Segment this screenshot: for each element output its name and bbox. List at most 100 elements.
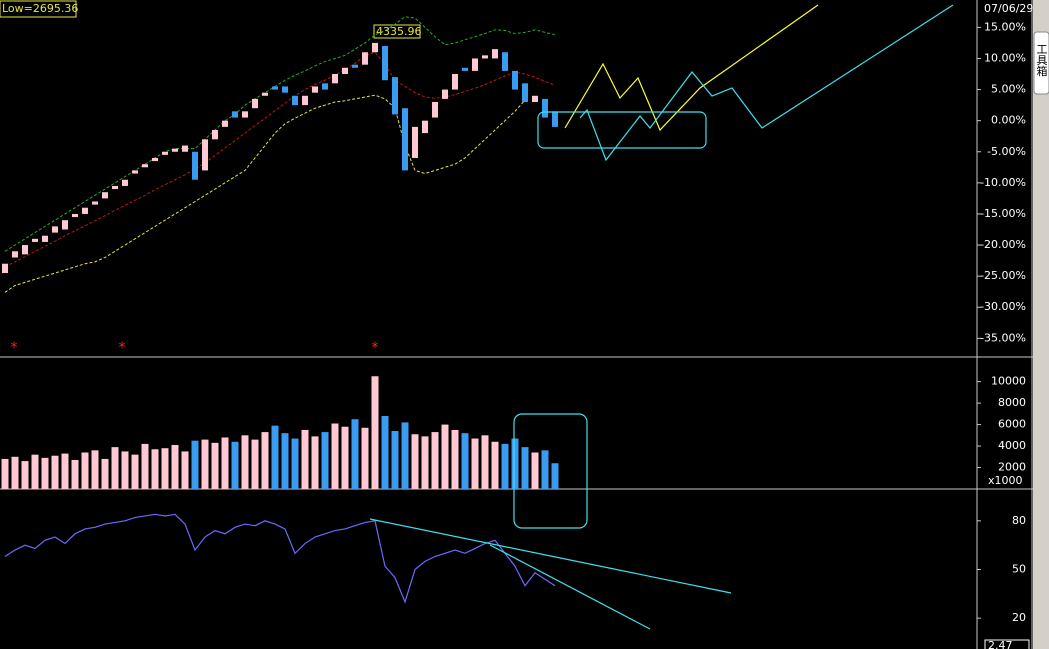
candle — [72, 213, 78, 218]
volume-bar — [61, 453, 69, 489]
toolbox-label[interactable]: 工具箱 — [1035, 44, 1048, 78]
volume-bar — [271, 425, 279, 489]
volume-bar — [461, 433, 469, 489]
candle — [172, 148, 178, 152]
candle — [332, 74, 338, 84]
volume-highlight — [513, 413, 588, 529]
y-tick-label: -25.00% — [980, 269, 1026, 282]
toolbar-strip — [1033, 0, 1049, 649]
band-line — [4, 51, 556, 268]
yellow-projection — [564, 4, 819, 132]
candle — [52, 226, 58, 233]
unit-label: x1000 — [988, 474, 1023, 487]
volume-bar — [101, 458, 109, 489]
high-label: 4335.96 — [376, 25, 422, 38]
candle — [392, 77, 398, 115]
band-line — [4, 94, 526, 293]
signal-marker: * — [372, 340, 379, 356]
candle — [162, 151, 168, 155]
volume-bar — [261, 432, 269, 489]
candle — [352, 64, 358, 68]
candle — [312, 86, 318, 93]
current-value: 2.47 — [988, 639, 1013, 649]
volume-bar — [511, 438, 519, 489]
candle — [472, 58, 478, 71]
candle — [372, 42, 378, 53]
volume-bar — [41, 457, 49, 489]
candle — [402, 108, 408, 171]
candle — [532, 95, 538, 102]
candle — [92, 201, 98, 205]
candle — [122, 179, 128, 186]
candle — [152, 157, 158, 162]
candle — [282, 86, 288, 93]
candle — [222, 120, 228, 127]
volume-bar — [541, 450, 549, 489]
volume-bar — [91, 450, 99, 489]
signal-marker: * — [119, 340, 126, 356]
volume-bar — [291, 438, 299, 489]
y-tick-label: -15.00% — [980, 207, 1026, 220]
volume-bar — [31, 454, 39, 489]
candle — [142, 164, 148, 168]
y-tick-label: 8000 — [998, 396, 1026, 409]
trend-line — [489, 544, 651, 630]
volume-bar — [121, 451, 129, 489]
volume-bar — [501, 443, 509, 489]
band-line — [4, 16, 556, 252]
candle — [42, 235, 48, 242]
volume-bar — [391, 431, 399, 489]
candle — [522, 83, 528, 102]
y-tick-label: 4000 — [998, 439, 1026, 452]
volume-bar — [221, 437, 229, 489]
volume-bar — [171, 444, 179, 489]
y-tick-label: -20.00% — [980, 238, 1026, 251]
candle — [132, 170, 138, 174]
y-tick-label: 2000 — [998, 461, 1026, 474]
candle — [432, 102, 438, 118]
y-tick-label: 10000 — [991, 375, 1026, 388]
volume-bar — [231, 441, 239, 489]
low-label: Low=2695.36 — [2, 2, 78, 15]
candle — [452, 74, 458, 90]
volume-bar — [341, 426, 349, 489]
volume-bar — [141, 443, 149, 489]
candle — [32, 238, 38, 242]
candle — [322, 83, 328, 90]
candle — [232, 111, 238, 118]
y-tick-label: 80 — [1012, 514, 1026, 527]
candle — [12, 251, 18, 258]
volume-bar — [301, 429, 309, 489]
volume-bar — [331, 423, 339, 489]
volume-bar — [491, 441, 499, 489]
volume-bar — [21, 461, 29, 489]
high-box — [373, 24, 421, 39]
volume-bar — [361, 427, 369, 489]
volume-bar — [111, 447, 119, 489]
candle — [82, 207, 88, 214]
y-tick-label: 20 — [1012, 611, 1026, 624]
volume-bar — [401, 422, 409, 489]
candle — [412, 126, 418, 158]
toolbox-tab[interactable] — [1033, 31, 1049, 95]
volume-bar — [531, 452, 539, 489]
volume-bar — [71, 460, 79, 489]
candle — [102, 192, 108, 199]
y-tick-label: 6000 — [998, 418, 1026, 431]
candle — [382, 46, 388, 81]
y-tick-label: 15.00% — [984, 20, 1026, 33]
candle — [292, 95, 298, 106]
oscillator-line — [4, 513, 556, 604]
y-tick-label: 5.00% — [991, 83, 1026, 96]
y-tick-label: 0.00% — [991, 114, 1026, 127]
candle — [112, 185, 118, 190]
candle — [22, 245, 28, 255]
volume-bar — [411, 434, 419, 489]
volume-bar — [81, 452, 89, 489]
date-label: 07/06/29 — [984, 2, 1033, 15]
volume-bar — [551, 463, 559, 489]
candle — [242, 111, 248, 118]
volume-bar — [251, 439, 259, 489]
